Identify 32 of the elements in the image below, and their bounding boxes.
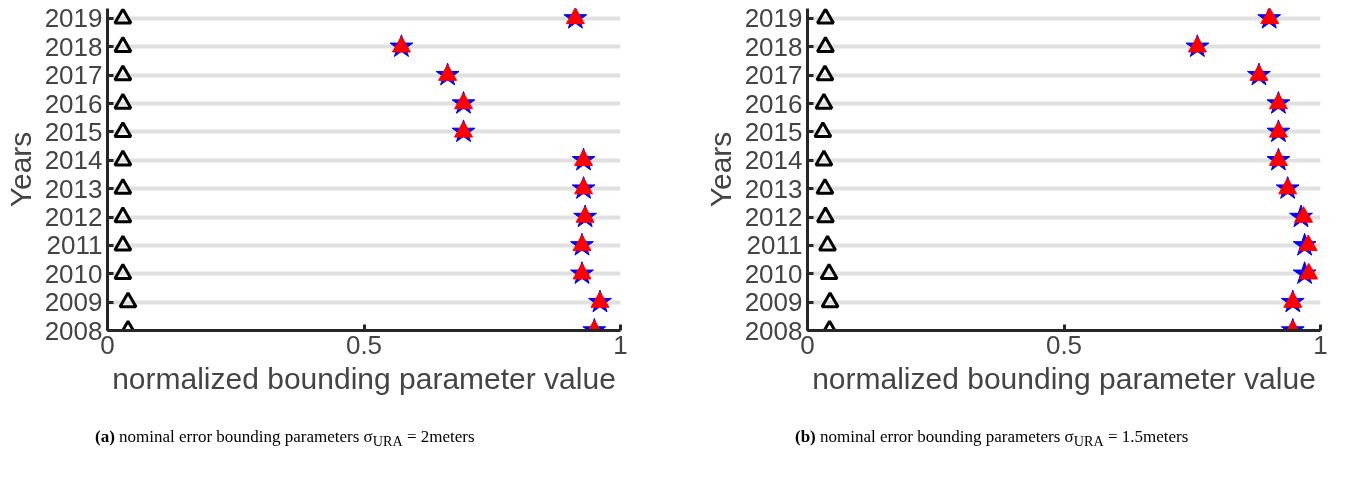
x-axis-title: normalized bounding parameter value: [112, 361, 616, 395]
y-axis-title: Years: [703, 131, 737, 208]
y-tick-label: 2017: [44, 60, 103, 91]
y-tick-label: 2016: [744, 88, 803, 119]
y-tick-label: 2013: [44, 173, 103, 204]
y-tick-label: 2014: [744, 145, 803, 176]
y-tick-label: 2015: [44, 116, 103, 147]
y-tick-label: 2013: [744, 173, 803, 204]
y-tick-label: 2015: [744, 116, 803, 147]
y-tick-label: 2018: [744, 31, 803, 62]
text: (b) nominal error bounding parameters σ$_{URA}$ = 1.5meters: [795, 426, 1189, 452]
x-tick-label: 0.5: [1045, 329, 1083, 360]
y-tick-label: 2011: [746, 230, 803, 261]
x-tick-label: 0.5: [345, 329, 383, 360]
y-tick-label: 2010: [744, 258, 803, 289]
x-tick-label: 1: [1313, 329, 1328, 360]
y-tick-label: 2018: [44, 31, 103, 62]
y-tick-label: 2012: [744, 202, 803, 233]
y-tick-label: 2012: [44, 202, 103, 233]
x-tick-label: 1: [613, 329, 628, 360]
y-tick-label: 2009: [44, 287, 103, 318]
y-tick-label: 2019: [744, 3, 803, 34]
y-tick-label: 2009: [744, 287, 803, 318]
y-axis-title: Years: [3, 131, 37, 208]
text: (a) nominal error bounding parameters σ$_{URA}$ = 2meters: [95, 426, 475, 452]
y-tick-label: 2014: [44, 145, 103, 176]
y-tick-label: 2016: [44, 88, 103, 119]
y-tick-label: 2011: [46, 230, 103, 261]
y-tick-label: 2010: [44, 258, 103, 289]
y-tick-label: 2019: [44, 3, 103, 34]
y-tick-label: 2017: [744, 60, 803, 91]
x-axis-title: normalized bounding parameter value: [812, 361, 1316, 395]
